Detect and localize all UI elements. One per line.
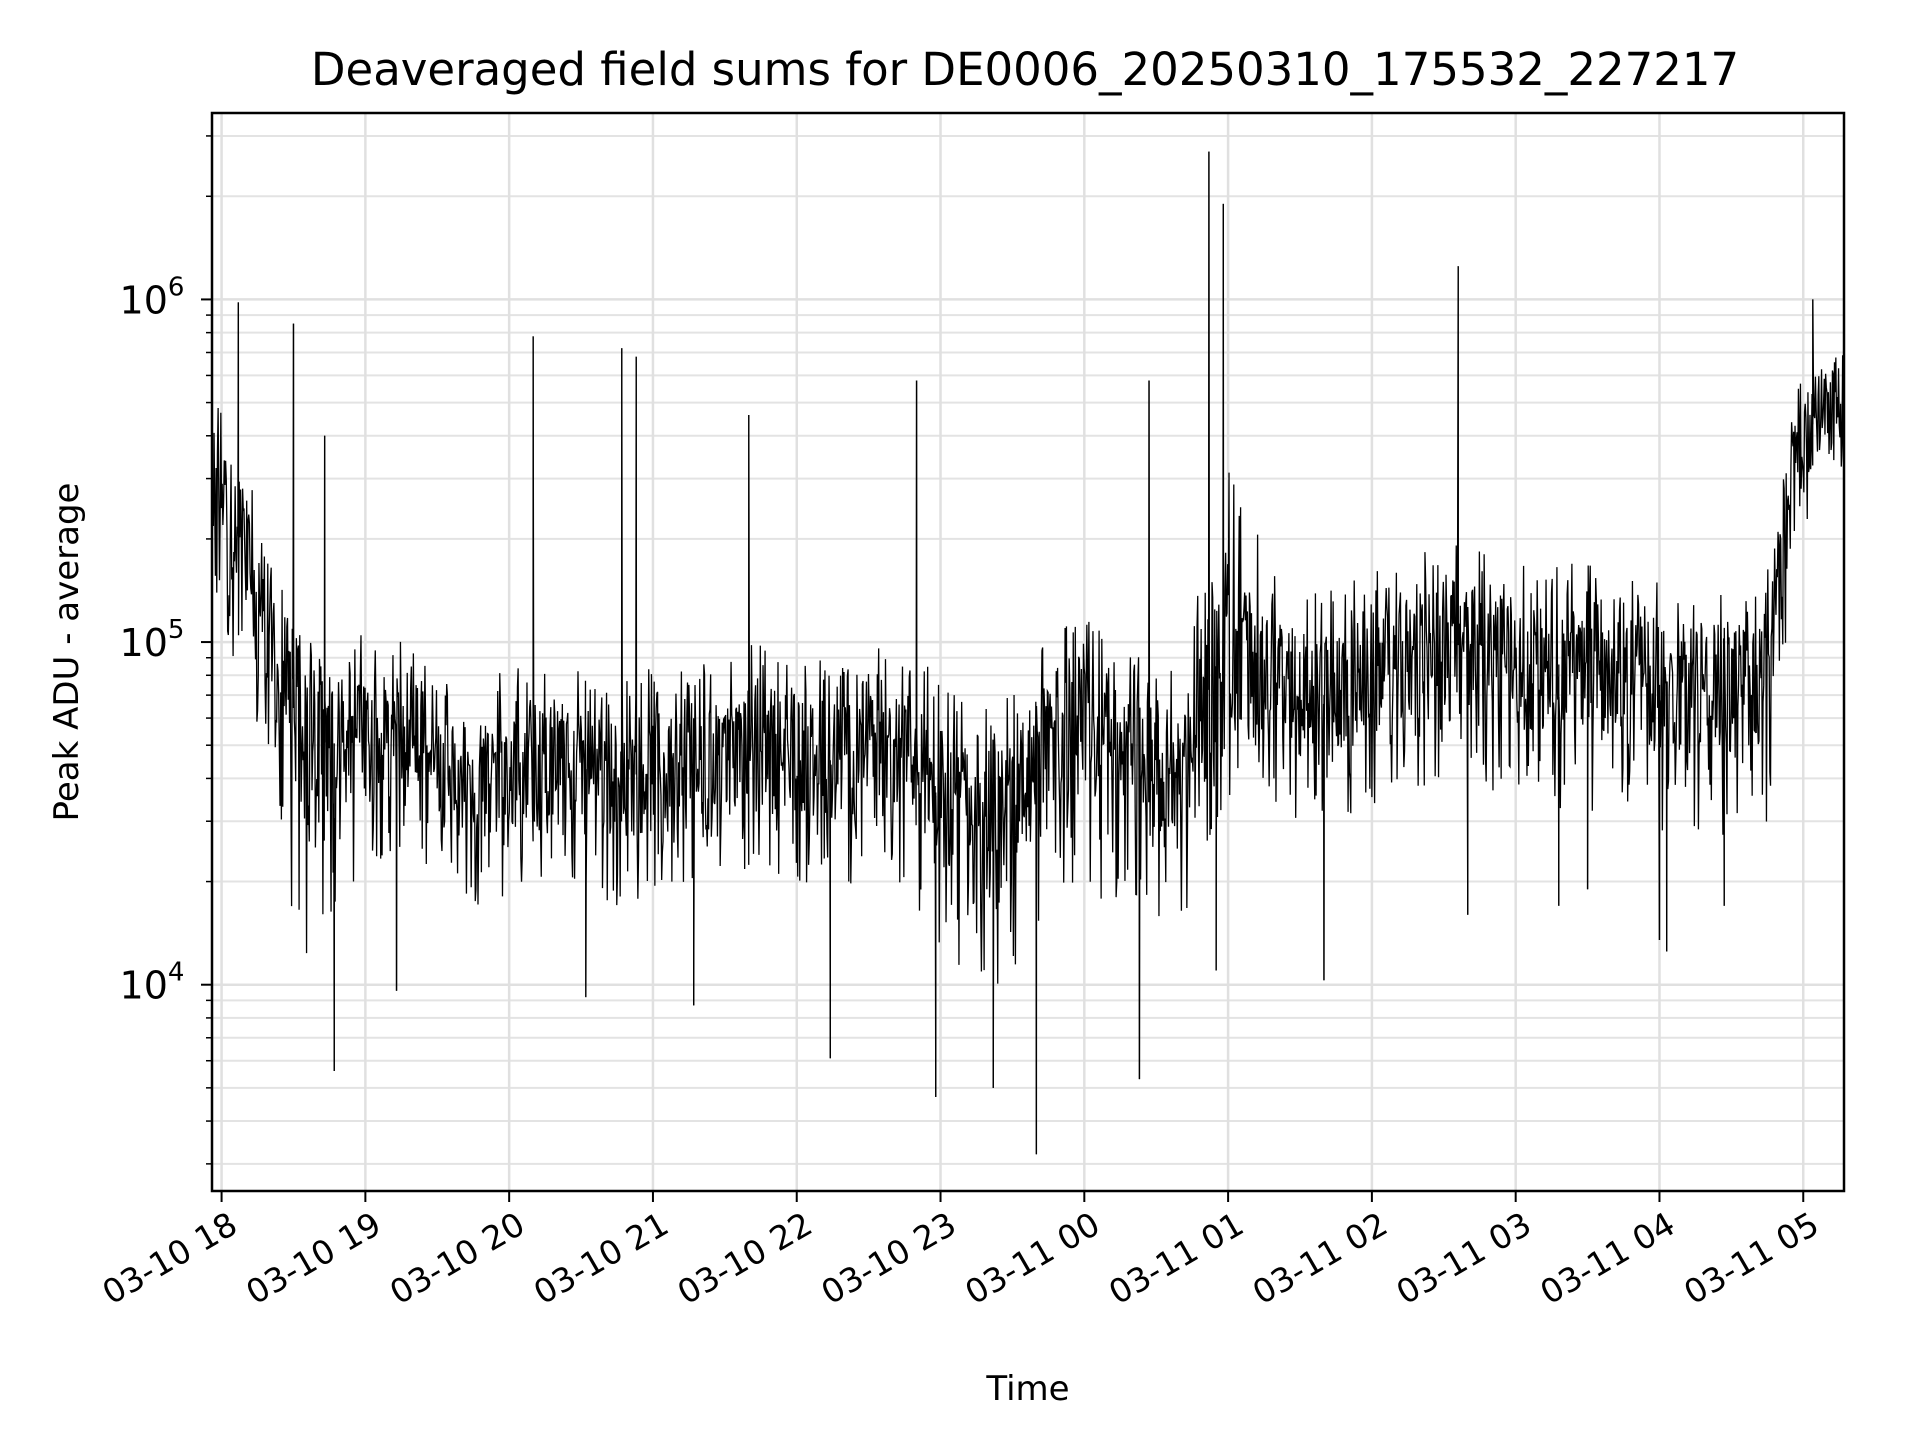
chart-title: Deaveraged field sums for DE0006_2025031… — [311, 43, 1739, 96]
y-axis-label: Peak ADU - average — [47, 483, 87, 822]
x-axis-label: Time — [985, 1369, 1069, 1409]
series-peak-adu — [212, 151, 1844, 1155]
series-line — [212, 151, 1844, 1155]
grid-major — [212, 113, 1844, 1191]
plot-frame — [210, 111, 1846, 1193]
y-tick-label: 106 — [120, 272, 185, 322]
y-tick-label: 104 — [120, 958, 185, 1008]
y-axis-ticks: 104 105 106 — [120, 135, 212, 1165]
plot-area — [212, 151, 1844, 1155]
y-tick-label: 105 — [120, 615, 185, 665]
